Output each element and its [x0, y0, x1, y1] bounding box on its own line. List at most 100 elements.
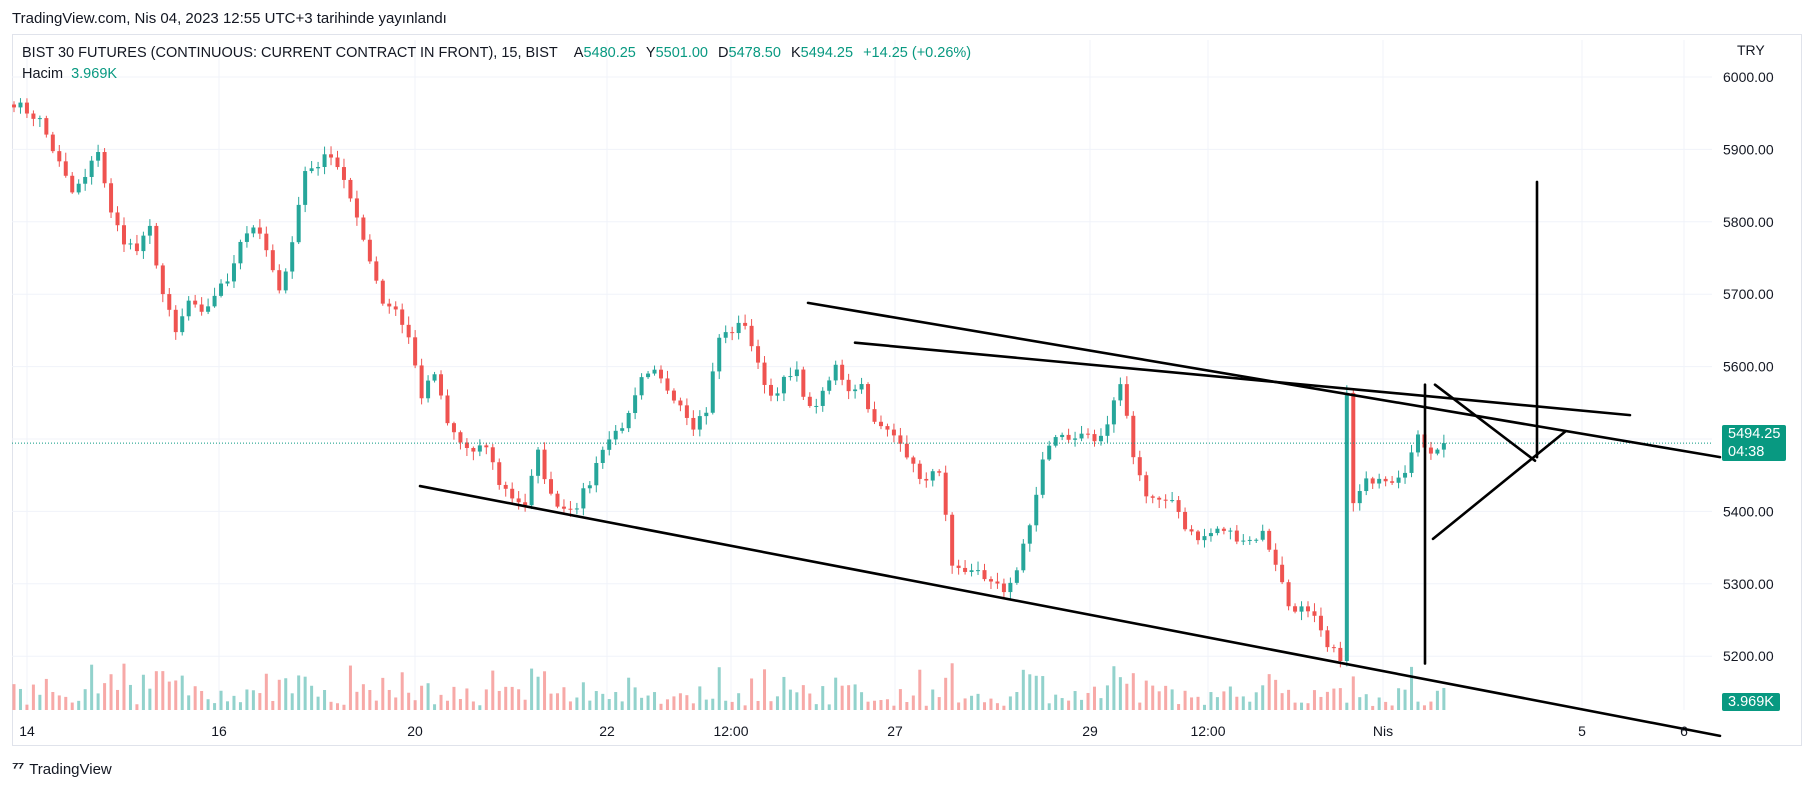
candle-body — [561, 506, 566, 509]
volume-bar — [70, 702, 74, 710]
volume-bar — [187, 695, 191, 710]
candle-body — [1137, 457, 1142, 476]
candle-body — [154, 225, 159, 266]
volume-bar — [536, 676, 540, 710]
low-value: 5478.50 — [728, 45, 781, 61]
volume-bar — [290, 693, 294, 710]
chart-frame — [12, 34, 1802, 746]
candle-body — [1047, 445, 1052, 460]
candle-body — [710, 371, 715, 413]
candle-body — [1228, 530, 1233, 532]
volume-bar — [1041, 676, 1045, 710]
countdown-timer: 04:38 — [1728, 444, 1765, 461]
candle-body — [807, 396, 812, 406]
volume-bar — [368, 690, 372, 710]
volume-bar — [1125, 683, 1129, 710]
candle-body — [574, 508, 579, 510]
candle-body — [911, 457, 916, 464]
volume-bar — [1390, 705, 1394, 710]
volume-bar — [989, 698, 993, 710]
volume-bar — [232, 695, 236, 710]
volume-bar — [1131, 673, 1135, 710]
candle-body — [853, 389, 858, 392]
time-axis-ticks: 14 16 20 22 12:00 27 29 12:00 Nis 5 6 — [19, 723, 1688, 739]
volume-bar — [827, 704, 831, 710]
candle-body — [833, 364, 838, 381]
volume-bar — [711, 698, 715, 710]
candle-body — [963, 567, 968, 572]
candle-body — [704, 412, 709, 417]
candle-body — [1351, 392, 1356, 504]
volume-bar — [433, 704, 437, 710]
volume-bar — [970, 695, 974, 710]
volume-bar — [788, 689, 792, 710]
volume-bar — [193, 686, 197, 710]
candle-body — [1435, 449, 1440, 454]
candle-body — [529, 475, 534, 506]
candle-body — [878, 421, 883, 427]
volume-bar — [588, 700, 592, 710]
candle-body — [406, 324, 411, 338]
volume-bar — [141, 674, 145, 710]
volume-bar — [853, 684, 857, 710]
candle-body — [749, 325, 754, 347]
volume-bar — [122, 663, 126, 710]
trend-drawings — [418, 180, 1722, 738]
candle-body — [309, 168, 314, 172]
open-label: A — [573, 45, 584, 61]
candle-body — [1234, 530, 1239, 542]
tradingview-logo[interactable]: ⁷⁷ TradingView — [12, 760, 112, 778]
candle-body — [1409, 452, 1414, 473]
candle-body — [471, 447, 476, 452]
volume-bar — [1248, 701, 1252, 710]
volume-bar — [1080, 699, 1084, 710]
candle-body — [1105, 424, 1110, 436]
volume-bar — [374, 700, 378, 710]
candle-body — [678, 400, 683, 406]
volume-bar — [458, 698, 462, 710]
volume-bar — [685, 695, 689, 710]
candle-body — [794, 369, 799, 377]
volume-bar — [1021, 669, 1025, 710]
volume-bar — [1293, 702, 1297, 710]
x-tick-label: 20 — [407, 723, 423, 739]
volume-bar — [976, 693, 980, 710]
volume-bar — [1222, 691, 1226, 710]
candle-body — [277, 270, 282, 291]
candle-body — [555, 493, 560, 507]
candle-body — [1221, 528, 1226, 531]
candle-body — [212, 295, 217, 307]
volume-bar — [264, 673, 268, 710]
volume-bar — [840, 685, 844, 710]
candle-body — [1196, 531, 1201, 541]
volume-bar — [1377, 697, 1381, 710]
candle-body — [1111, 400, 1116, 425]
volume-bar — [704, 699, 708, 710]
volume-bar — [1196, 696, 1200, 710]
open-value: 5480.25 — [583, 45, 636, 61]
volume-bar — [1300, 702, 1304, 710]
candle-body — [788, 376, 793, 378]
candle-body — [768, 384, 773, 396]
candle-body — [969, 570, 974, 572]
candle-body — [134, 243, 139, 252]
volume-bar — [109, 674, 113, 710]
volume-bar — [517, 689, 521, 710]
candle-body — [497, 462, 502, 485]
change-value: +14.25 (+0.26%) — [863, 45, 972, 61]
volume-bar — [1384, 701, 1388, 710]
volume-bar — [148, 688, 152, 710]
candle-body — [303, 171, 308, 205]
volume-bar — [737, 693, 741, 710]
volume-bar — [1332, 688, 1336, 710]
candle-body — [542, 449, 547, 480]
y-tick-label: 5400.00 — [1723, 503, 1774, 519]
candle-body — [413, 337, 418, 366]
candle-body — [1073, 438, 1078, 440]
volume-bar — [44, 678, 48, 710]
candle-body — [484, 445, 489, 448]
candle-body — [393, 306, 398, 310]
candle-body — [1189, 529, 1194, 532]
close-value: 5494.25 — [800, 45, 854, 61]
